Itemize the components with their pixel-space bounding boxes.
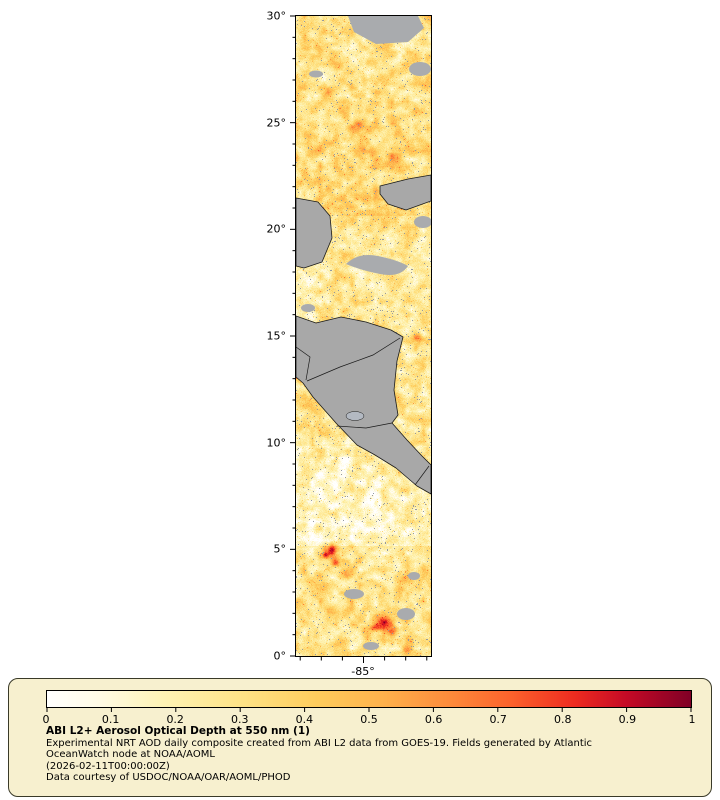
colorbar-tick-label: 0: [42, 713, 50, 726]
lake-nicaragua: [345, 411, 365, 421]
y-tick-label: 10°: [266, 436, 287, 450]
legend-text-block: ABI L2+ Aerosol Optical Depth at 550 nm …: [46, 725, 593, 784]
x-axis-ticks: [299, 657, 428, 663]
y-tick-label: 0°: [273, 649, 287, 663]
y-axis-ticks: [290, 15, 296, 657]
colorbar-tick-label: 0.5: [360, 713, 378, 726]
colorbar-tick-marks: [46, 708, 692, 712]
land-yucatan: [296, 197, 333, 269]
map-figure: 30° 25° 20° 15° 10° 5° 0° -85°: [267, 10, 432, 678]
y-tick-label: 5°: [273, 542, 287, 556]
colorbar-tick-label: 0.2: [166, 713, 184, 726]
x-tick-label: -85°: [351, 665, 375, 678]
legend-description-line2: OceanWatch node at NOAA/AOML: [46, 749, 215, 760]
land-cuba: [379, 174, 431, 211]
legend-panel: 0 0.1 0.2 0.3 0.4 0.5 0.6 0.7 0.8 0.9 1 …: [8, 678, 712, 797]
land-central-america: [296, 315, 431, 495]
y-tick-label: 25°: [266, 116, 287, 130]
land-overlay-svg: [296, 16, 431, 650]
colorbar-tick-label: 0.7: [489, 713, 507, 726]
colorbar-tick-label: 0.3: [231, 713, 249, 726]
colorbar-tick-label: 0.8: [554, 713, 572, 726]
legend-title: ABI L2+ Aerosol Optical Depth at 550 nm …: [46, 725, 310, 737]
legend-description-line1: Experimental NRT AOD daily composite cre…: [46, 737, 593, 749]
y-tick-label: 30°: [266, 9, 287, 23]
colorbar-tick-label: 0.1: [101, 713, 120, 726]
colorbar-gradient: [46, 690, 692, 708]
y-tick-label: 20°: [266, 222, 287, 236]
land-masses: [296, 174, 431, 495]
legend-timestamp: (2026-02-11T00:00:00Z): [46, 760, 170, 772]
colorbar-tick-label: 0.9: [618, 713, 637, 726]
y-tick-label: 15°: [266, 329, 287, 343]
colorbar-wrap: 0 0.1 0.2 0.3 0.4 0.5 0.6 0.7 0.8 0.9 1: [43, 690, 696, 726]
country-borders: [296, 337, 430, 486]
colorbar-tick-label: 1: [688, 713, 696, 726]
legend-credit: Data courtesy of USDOC/NOAA/OAR/AOML/PHO…: [46, 772, 291, 783]
colorbar-tick-label: 0.4: [295, 713, 314, 726]
colorbar-tick-label: 0.6: [424, 713, 443, 726]
cloud-patches: [301, 16, 431, 650]
